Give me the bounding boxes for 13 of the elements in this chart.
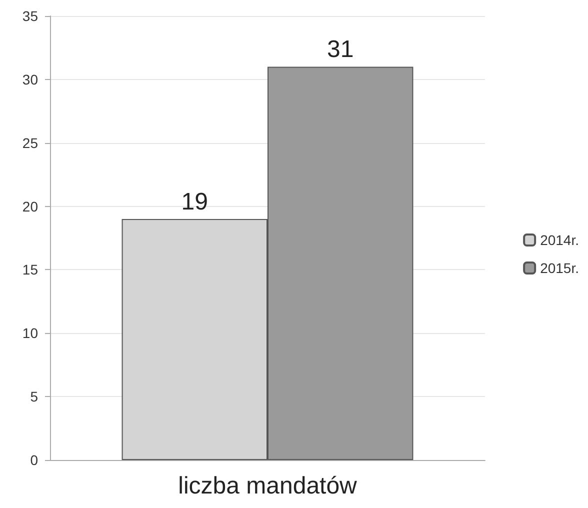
data-label: 19 xyxy=(181,188,208,216)
y-tick-label: 5 xyxy=(30,388,38,405)
y-tick-label: 35 xyxy=(22,8,38,24)
x-tick-label: liczba mandatów xyxy=(178,472,358,500)
y-tick-label: 0 xyxy=(30,452,38,468)
legend-label: 2014r. xyxy=(540,232,580,248)
data-label: 31 xyxy=(327,36,354,64)
legend-label: 2015r. xyxy=(540,260,580,276)
y-tick-label: 30 xyxy=(22,71,38,88)
y-tick-label: 15 xyxy=(22,262,38,278)
y-tick-label: 20 xyxy=(22,198,38,214)
y-tick-label: 25 xyxy=(22,134,38,151)
y-tick-label: 10 xyxy=(22,325,38,342)
